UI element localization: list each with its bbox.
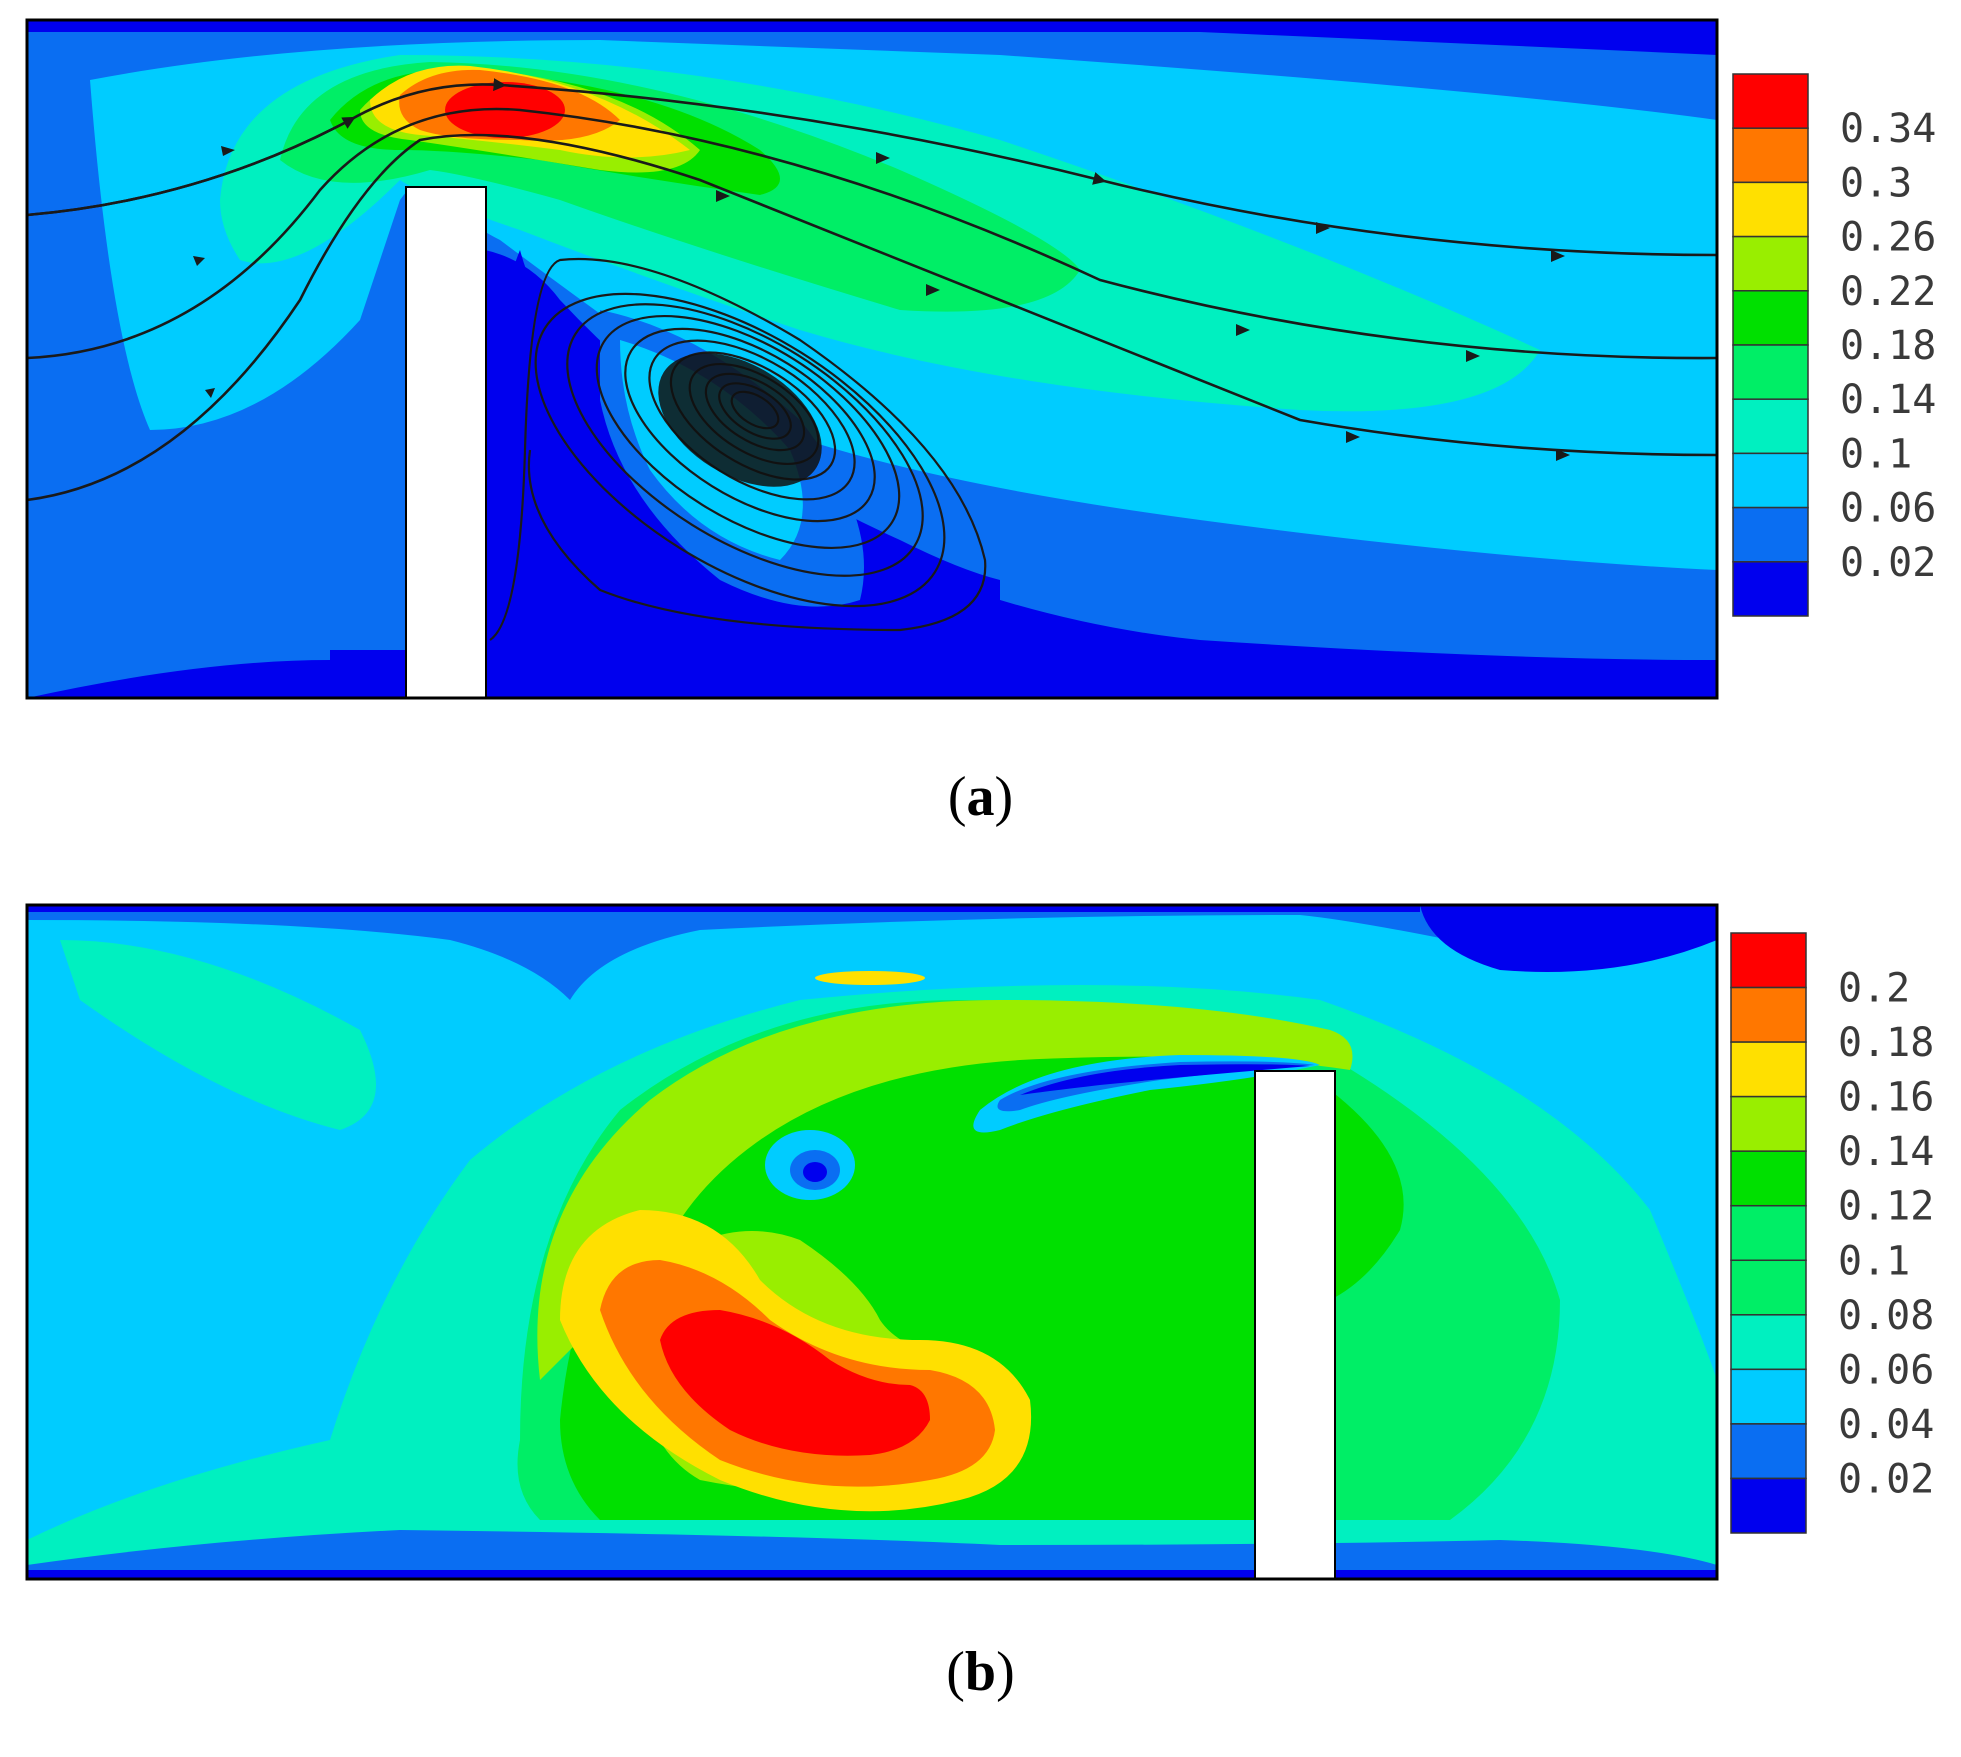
colorbar-band	[1732, 398, 1809, 455]
colorbar-band	[1730, 1314, 1807, 1371]
colorbar-tick-label: 0.04	[1838, 1402, 1934, 1448]
colorbar-tick-label: 0.34	[1840, 106, 1936, 152]
colorbar-band	[1732, 127, 1809, 184]
colorbar-band	[1730, 1477, 1807, 1534]
contour-plot-a: 0.34 0.3 0.26 0.22 0.18 0.14 0.1 0.06 0.02	[25, 18, 1936, 700]
colorbar-band	[1730, 1368, 1807, 1425]
colorbar-band	[1732, 452, 1809, 509]
colorbar-band	[1730, 1259, 1807, 1316]
colorbar-tick-label: 0.2	[1838, 966, 1910, 1012]
colorbar-band	[1730, 1095, 1807, 1152]
panel-a: 0.34 0.3 0.26 0.22 0.18 0.14 0.1 0.06 0.02 (a)	[25, 18, 1936, 828]
colorbar-band	[1730, 1150, 1807, 1207]
colorbar-band	[1732, 506, 1809, 563]
colorbar-tick-label: 0.02	[1838, 1456, 1934, 1502]
colorbar-tick-label: 0.18	[1838, 1020, 1934, 1066]
colorbar-tick-label: 0.22	[1840, 269, 1936, 315]
plot-frame-b	[25, 903, 1719, 1581]
colorbar-band	[1730, 932, 1807, 989]
colorbar-tick-label: 0.14	[1838, 1129, 1934, 1175]
obstacle-a	[405, 186, 487, 699]
colorbar-band	[1730, 1041, 1807, 1098]
streamline-arrows-a	[193, 146, 1570, 461]
streamlines-a	[26, 78, 1718, 502]
plot-frame-a	[25, 18, 1719, 700]
colorbar-tick-label: 0.26	[1840, 215, 1936, 261]
colorbar-b: 0.2 0.18 0.16 0.14 0.12 0.1 0.08 0.06 0.04 0.02	[1730, 932, 1934, 1534]
colorbar-tick-label: 0.1	[1838, 1238, 1910, 1284]
colorbar-band	[1730, 986, 1807, 1043]
colorbar-band	[1732, 344, 1809, 400]
colorbar-tick-label: 0.16	[1838, 1075, 1934, 1121]
contour-field-b	[27, 905, 1717, 1579]
colorbar-band	[1732, 235, 1809, 292]
colorbar-tick-label: 0.14	[1840, 377, 1936, 423]
colorbar-tick-label: 0.06	[1840, 486, 1936, 532]
caption-a: (a)	[947, 766, 1014, 828]
colorbar-band	[1730, 1204, 1807, 1262]
contour-plot-b: 0.2 0.18 0.16 0.14 0.12 0.1 0.08 0.06 0.04 0.02	[25, 903, 1934, 1581]
colorbar-band	[1732, 290, 1809, 346]
colorbar-tick-label: 0.08	[1838, 1293, 1934, 1339]
caption-b: (b)	[946, 1641, 1015, 1703]
colorbar-tick-label: 0.3	[1840, 160, 1912, 206]
colorbar-tick-label: 0.18	[1840, 323, 1936, 369]
colorbar-a: 0.34 0.3 0.26 0.22 0.18 0.14 0.1 0.06 0.02	[1732, 73, 1936, 617]
colorbar-band	[1732, 73, 1809, 129]
colorbar-band	[1730, 1423, 1807, 1480]
obstacle-b	[1254, 1070, 1336, 1580]
colorbar-band	[1732, 561, 1809, 617]
colorbar-band	[1732, 181, 1809, 238]
colorbar-tick-label: 0.12	[1838, 1184, 1934, 1230]
colorbar-tick-label: 0.02	[1840, 540, 1936, 586]
panel-b: 0.2 0.18 0.16 0.14 0.12 0.1 0.08 0.06 0.04 0.02 (…	[0, 880, 1961, 1757]
vortex-core-a	[658, 353, 822, 487]
colorbar-tick-label: 0.1	[1840, 431, 1912, 477]
contour-field-a	[27, 20, 1717, 698]
colorbar-tick-label: 0.06	[1838, 1347, 1934, 1393]
